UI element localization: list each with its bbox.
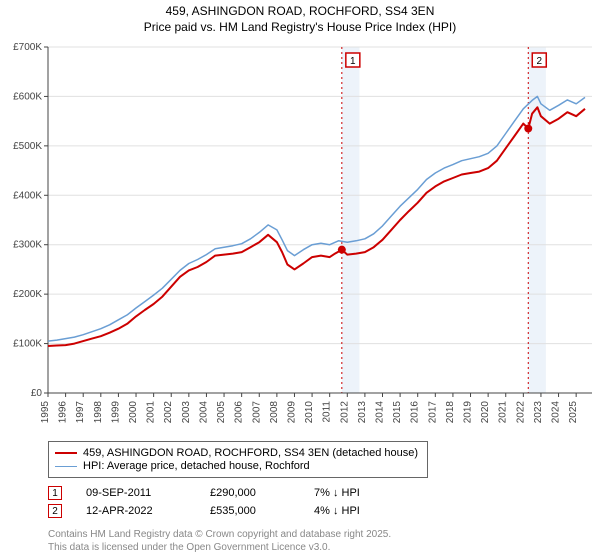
legend-box: 459, ASHINGDON ROAD, ROCHFORD, SS4 3EN (… xyxy=(48,441,428,478)
price-chart: 1 2 £0 £100K £200K £300K £400K £500K £600K £700K 1… xyxy=(0,35,600,435)
svg-text:£300K: £300K xyxy=(13,240,42,251)
svg-text:2: 2 xyxy=(536,56,542,67)
svg-text:2012: 2012 xyxy=(339,401,350,424)
svg-text:2006: 2006 xyxy=(234,401,245,424)
footer-line1: Contains HM Land Registry data © Crown c… xyxy=(48,528,580,541)
legend-label-price-paid: 459, ASHINGDON ROAD, ROCHFORD, SS4 3EN (… xyxy=(83,447,418,459)
svg-text:2013: 2013 xyxy=(357,401,368,424)
sale-diff-2: 4% ↓ HPI xyxy=(314,505,394,517)
sale-price-2: £535,000 xyxy=(210,505,290,517)
svg-text:1: 1 xyxy=(350,56,356,67)
svg-text:2015: 2015 xyxy=(392,401,403,424)
legend-swatch-hpi xyxy=(55,466,77,467)
svg-text:1997: 1997 xyxy=(75,401,86,424)
svg-text:£200K: £200K xyxy=(13,289,42,300)
svg-text:2007: 2007 xyxy=(251,401,262,424)
svg-text:2022: 2022 xyxy=(515,401,526,424)
svg-text:£100K: £100K xyxy=(13,339,42,350)
chart-title: 459, ASHINGDON ROAD, ROCHFORD, SS4 3EN P… xyxy=(0,0,600,35)
footer-text: Contains HM Land Registry data © Crown c… xyxy=(48,528,580,554)
legend-entry-price-paid: 459, ASHINGDON ROAD, ROCHFORD, SS4 3EN (… xyxy=(55,447,421,459)
legend-entry-hpi: HPI: Average price, detached house, Roch… xyxy=(55,460,421,472)
svg-text:2014: 2014 xyxy=(374,401,385,424)
sale-date-2: 12-APR-2022 xyxy=(86,505,186,517)
title-line2: Price paid vs. HM Land Registry's House … xyxy=(0,20,600,36)
svg-text:1999: 1999 xyxy=(110,401,121,424)
svg-text:1995: 1995 xyxy=(40,401,51,424)
svg-text:2003: 2003 xyxy=(181,401,192,424)
svg-text:2011: 2011 xyxy=(322,401,333,423)
svg-text:2020: 2020 xyxy=(480,401,491,424)
chart-svg: 1 2 £0 £100K £200K £300K £400K £500K £600K £700K 1… xyxy=(0,35,600,435)
svg-text:2024: 2024 xyxy=(551,401,562,424)
svg-text:2025: 2025 xyxy=(568,401,579,424)
svg-text:£400K: £400K xyxy=(13,190,42,201)
svg-text:2018: 2018 xyxy=(445,401,456,424)
svg-text:2016: 2016 xyxy=(410,401,421,424)
footer-line2: This data is licensed under the Open Gov… xyxy=(48,541,580,554)
svg-text:£700K: £700K xyxy=(13,42,42,53)
svg-text:£0: £0 xyxy=(31,388,43,399)
svg-text:£600K: £600K xyxy=(13,92,42,103)
sale-date-1: 09-SEP-2011 xyxy=(86,487,186,499)
sale-marker-2: 2 xyxy=(48,504,62,518)
svg-text:2002: 2002 xyxy=(163,401,174,424)
svg-text:2023: 2023 xyxy=(533,401,544,424)
svg-text:2021: 2021 xyxy=(498,401,509,424)
svg-text:£500K: £500K xyxy=(13,141,42,152)
legend-swatch-price-paid xyxy=(55,452,77,454)
sale-marker-1: 1 xyxy=(48,486,62,500)
sale-row-2: 2 12-APR-2022 £535,000 4% ↓ HPI xyxy=(48,504,580,518)
svg-text:2004: 2004 xyxy=(198,401,209,424)
sale-price-1: £290,000 xyxy=(210,487,290,499)
svg-text:2001: 2001 xyxy=(146,401,157,424)
sale-diff-1: 7% ↓ HPI xyxy=(314,487,394,499)
title-line1: 459, ASHINGDON ROAD, ROCHFORD, SS4 3EN xyxy=(0,4,600,20)
sale-row-1: 1 09-SEP-2011 £290,000 7% ↓ HPI xyxy=(48,486,580,500)
svg-text:2000: 2000 xyxy=(128,401,139,424)
svg-text:2005: 2005 xyxy=(216,401,227,424)
svg-text:1998: 1998 xyxy=(93,401,104,424)
svg-text:2009: 2009 xyxy=(286,401,297,424)
svg-text:2019: 2019 xyxy=(463,401,474,424)
svg-text:2017: 2017 xyxy=(427,401,438,424)
svg-text:2010: 2010 xyxy=(304,401,315,424)
svg-text:2008: 2008 xyxy=(269,401,280,424)
sales-table: 1 09-SEP-2011 £290,000 7% ↓ HPI 2 12-APR… xyxy=(48,486,580,518)
svg-text:1996: 1996 xyxy=(58,401,69,424)
legend-label-hpi: HPI: Average price, detached house, Roch… xyxy=(83,460,310,472)
